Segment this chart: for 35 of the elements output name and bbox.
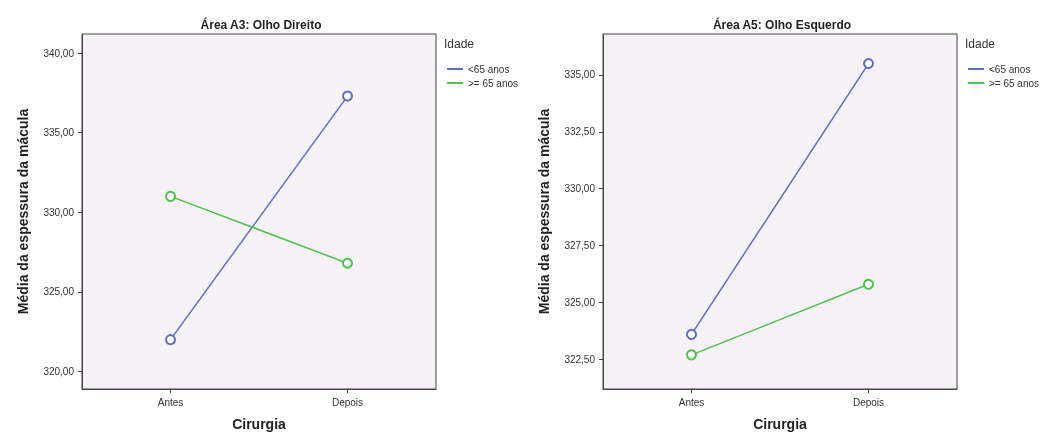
y-tick-label: 332,50 xyxy=(564,126,596,138)
point xyxy=(863,278,874,290)
legend-label: <65 anos xyxy=(468,63,510,75)
x-tick-label: Depois xyxy=(852,396,885,408)
x-axis-title: Cirurgia xyxy=(753,416,808,432)
y-axis-title: Média da espessura da mácula xyxy=(15,108,31,315)
y-tick-label: 340,00 xyxy=(43,47,75,59)
legend-label: >= 65 anos xyxy=(468,77,519,89)
y-tick-label: 335,00 xyxy=(564,69,596,81)
point xyxy=(686,349,697,361)
point xyxy=(342,90,353,102)
x-tick-label: Antes xyxy=(678,396,705,408)
legend-title: Idade xyxy=(444,37,475,51)
legend-label: >= 65 anos xyxy=(989,77,1040,89)
y-axis-title: Média da espessura da mácula xyxy=(536,108,552,315)
y-tick-label: 320,00 xyxy=(43,365,75,377)
point xyxy=(165,334,176,346)
chart-title: Área A5: Olho Esquerdo xyxy=(712,17,852,32)
y-tick-label: 327,50 xyxy=(564,240,596,252)
chart-title: Área A3: Olho Direito xyxy=(200,17,322,32)
x-tick-label: Antes xyxy=(157,396,184,408)
y-tick-label: 325,00 xyxy=(43,286,75,298)
point xyxy=(686,328,697,340)
point xyxy=(863,58,874,70)
point xyxy=(342,257,353,269)
y-tick-label: 330,00 xyxy=(43,206,75,218)
y-tick-label: 325,00 xyxy=(564,297,596,309)
point xyxy=(165,190,176,202)
legend-title: Idade xyxy=(965,37,996,51)
y-tick-label: 330,00 xyxy=(564,183,596,195)
x-tick-label: Depois xyxy=(331,396,364,408)
x-axis-title: Cirurgia xyxy=(232,416,287,432)
y-tick-label: 322,50 xyxy=(564,353,596,365)
legend-label: <65 anos xyxy=(989,63,1031,75)
y-tick-label: 335,00 xyxy=(43,127,75,139)
